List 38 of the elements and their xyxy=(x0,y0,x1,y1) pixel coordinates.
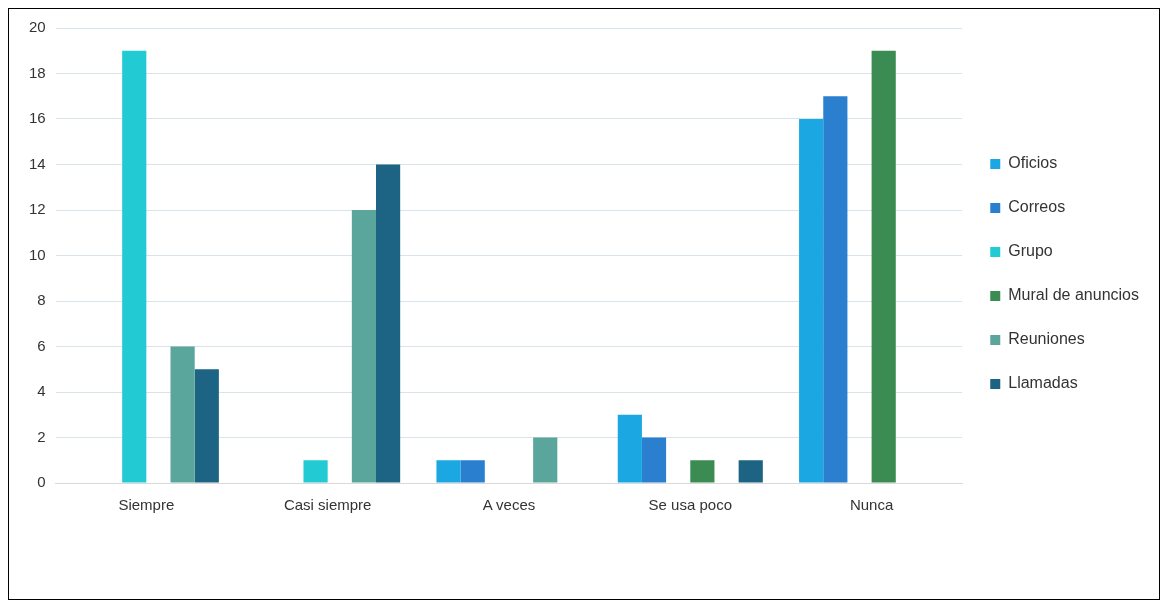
bar xyxy=(617,414,642,483)
y-tick-label: 20 xyxy=(29,18,46,36)
bar xyxy=(871,50,896,483)
bar xyxy=(436,460,461,483)
x-tick-label: A veces xyxy=(482,496,536,514)
legend-label: Llamadas xyxy=(1008,374,1078,392)
bar xyxy=(376,164,401,483)
x-tick-label: Se usa poco xyxy=(648,496,732,514)
y-tick-label: 4 xyxy=(37,382,46,400)
bar xyxy=(303,460,328,483)
x-tick-label: Nunca xyxy=(849,496,894,514)
bar xyxy=(799,119,824,483)
y-tick-label: 6 xyxy=(37,336,46,354)
y-tick-label: 10 xyxy=(29,245,46,263)
bar xyxy=(533,437,558,483)
x-tick-label: Casi siempre xyxy=(283,496,372,514)
bar xyxy=(738,460,763,483)
y-tick-label: 18 xyxy=(29,63,46,81)
bar xyxy=(641,437,667,483)
legend-label: Reuniones xyxy=(1008,330,1085,348)
bar xyxy=(460,460,485,483)
x-tick-label: Siempre xyxy=(118,496,175,514)
y-tick-label: 14 xyxy=(29,154,46,172)
y-tick-label: 2 xyxy=(37,427,46,445)
bar xyxy=(170,346,195,483)
bar xyxy=(823,96,848,483)
bar xyxy=(194,369,219,483)
legend-label: Oficios xyxy=(1008,154,1058,172)
y-tick-label: 0 xyxy=(37,473,46,491)
bar xyxy=(351,210,377,483)
bar xyxy=(690,460,715,483)
legend-label: Correos xyxy=(1008,198,1066,216)
y-tick-label: 8 xyxy=(37,291,46,309)
y-tick-label: 16 xyxy=(29,109,46,127)
legend-label: Grupo xyxy=(1008,242,1053,260)
legend-label: Mural de anuncios xyxy=(1008,286,1140,304)
bar xyxy=(122,50,147,483)
y-tick-label: 12 xyxy=(29,200,46,218)
